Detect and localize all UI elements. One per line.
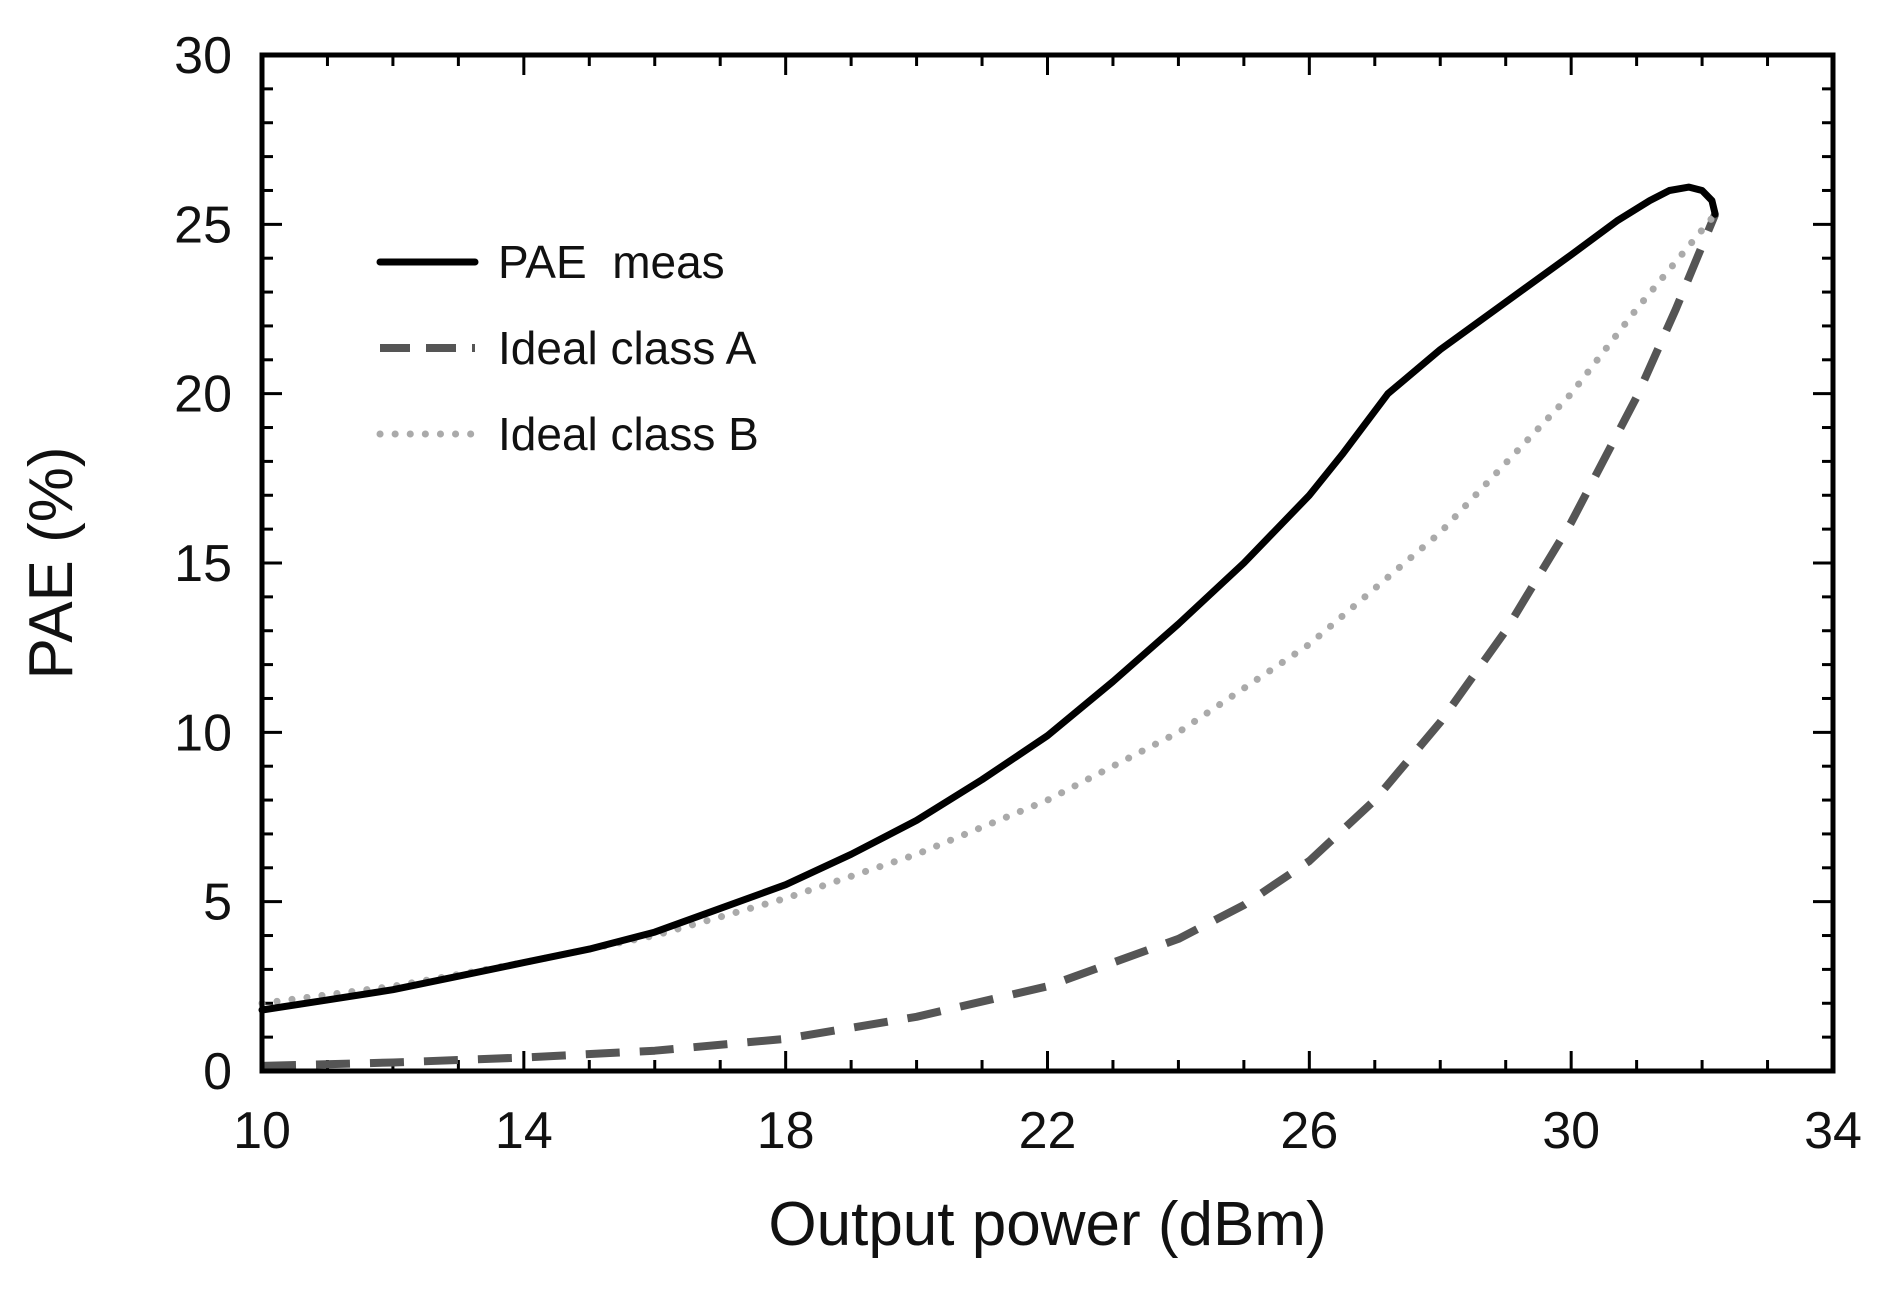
legend-label: PAE meas	[498, 236, 725, 288]
y-tick-label: 15	[174, 535, 232, 593]
y-axis-title: PAE (%)	[17, 446, 86, 679]
series-line-solid	[258, 183, 1719, 1014]
series-line-dashed	[261, 212, 1719, 1070]
x-tick-label: 10	[233, 1102, 291, 1160]
y-tick-label: 5	[203, 874, 232, 932]
x-axis-title: Output power (dBm)	[768, 1190, 1326, 1259]
ticks-layer	[260, 53, 1835, 1073]
tick-labels-layer: 10 14 18 22 26 30 34 0 5 10 15 20 25 30	[174, 27, 1862, 1160]
y-tick-label: 20	[174, 366, 232, 424]
series-line-dotted	[258, 210, 1719, 1007]
legend: PAE meas Ideal class A Ideal class B	[376, 236, 759, 460]
x-tick-label: 14	[495, 1102, 553, 1160]
x-tick-label: 26	[1280, 1102, 1338, 1160]
x-tick-label: 34	[1804, 1102, 1862, 1160]
x-tick-label: 22	[1019, 1102, 1077, 1160]
plot-frame	[259, 52, 1836, 1074]
series-layer	[258, 183, 1719, 1070]
y-tick-label: 30	[174, 27, 232, 85]
x-tick-label: 18	[757, 1102, 815, 1160]
legend-label: Ideal class A	[498, 322, 757, 374]
y-tick-label: 10	[174, 704, 232, 762]
y-tick-label: 0	[203, 1043, 232, 1101]
y-tick-label: 25	[174, 196, 232, 254]
legend-label: Ideal class B	[498, 408, 759, 460]
x-tick-label: 30	[1542, 1102, 1600, 1160]
